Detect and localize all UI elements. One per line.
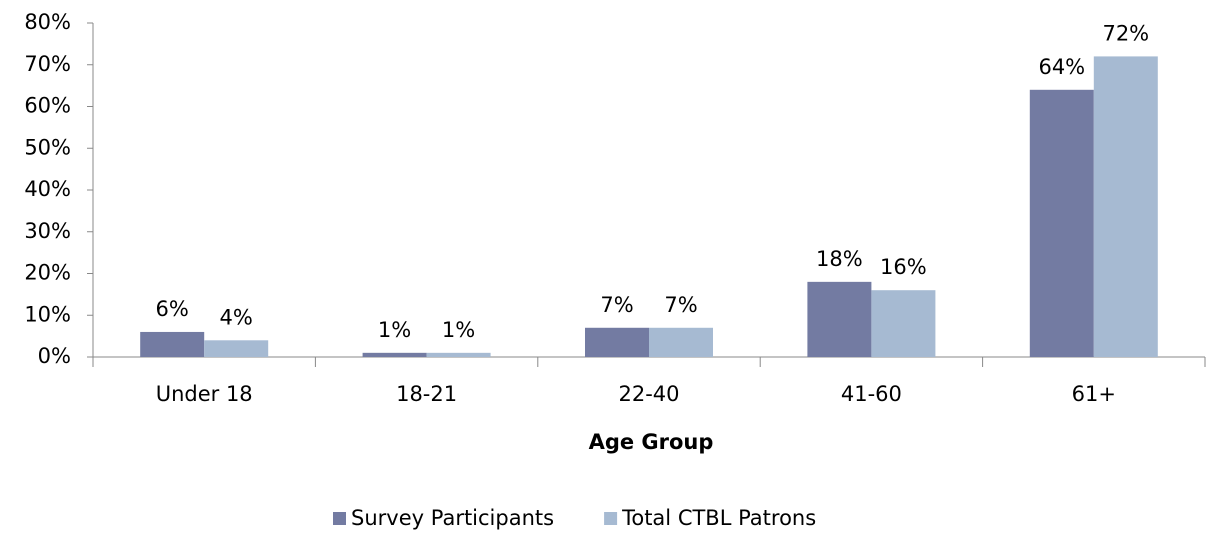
value-label: 64% bbox=[1038, 55, 1085, 79]
y-tick-label: 50% bbox=[24, 135, 71, 159]
value-label: 4% bbox=[220, 305, 253, 329]
legend-label: Total CTBL Patrons bbox=[621, 506, 816, 530]
x-tick-label: Under 18 bbox=[156, 382, 253, 406]
bar bbox=[585, 327, 649, 357]
value-label: 7% bbox=[664, 293, 697, 317]
legend-swatch bbox=[333, 512, 346, 525]
y-tick-label: 40% bbox=[24, 177, 71, 201]
bar bbox=[1029, 89, 1094, 358]
bar bbox=[140, 331, 205, 357]
bar bbox=[871, 290, 936, 357]
y-tick-label: 30% bbox=[24, 219, 71, 243]
y-tick-label: 10% bbox=[24, 302, 71, 326]
y-tick-label: 70% bbox=[24, 52, 71, 76]
y-tick-label: 80% bbox=[24, 10, 71, 34]
value-label: 1% bbox=[442, 318, 475, 342]
value-label: 6% bbox=[156, 297, 189, 321]
y-tick-label: 60% bbox=[24, 94, 71, 118]
y-tick-label: 20% bbox=[24, 261, 71, 285]
value-label: 16% bbox=[880, 255, 927, 279]
bar bbox=[807, 281, 872, 357]
x-axis-title: Age Group bbox=[589, 430, 714, 454]
x-tick-label: 22-40 bbox=[618, 382, 679, 406]
bar bbox=[426, 352, 491, 357]
x-tick-label: 61+ bbox=[1072, 382, 1116, 406]
bar bbox=[1093, 56, 1158, 358]
legend-label: Survey Participants bbox=[351, 506, 554, 530]
x-tick-label: 18-21 bbox=[396, 382, 457, 406]
bar bbox=[649, 327, 713, 357]
value-label: 7% bbox=[600, 293, 633, 317]
bar bbox=[362, 352, 427, 357]
value-label: 1% bbox=[378, 318, 411, 342]
y-tick-label: 0% bbox=[38, 344, 71, 368]
value-label: 72% bbox=[1102, 21, 1149, 45]
legend-swatch bbox=[604, 512, 618, 525]
bar bbox=[204, 340, 269, 357]
x-tick-label: 41-60 bbox=[841, 382, 902, 406]
value-label: 18% bbox=[816, 247, 863, 271]
